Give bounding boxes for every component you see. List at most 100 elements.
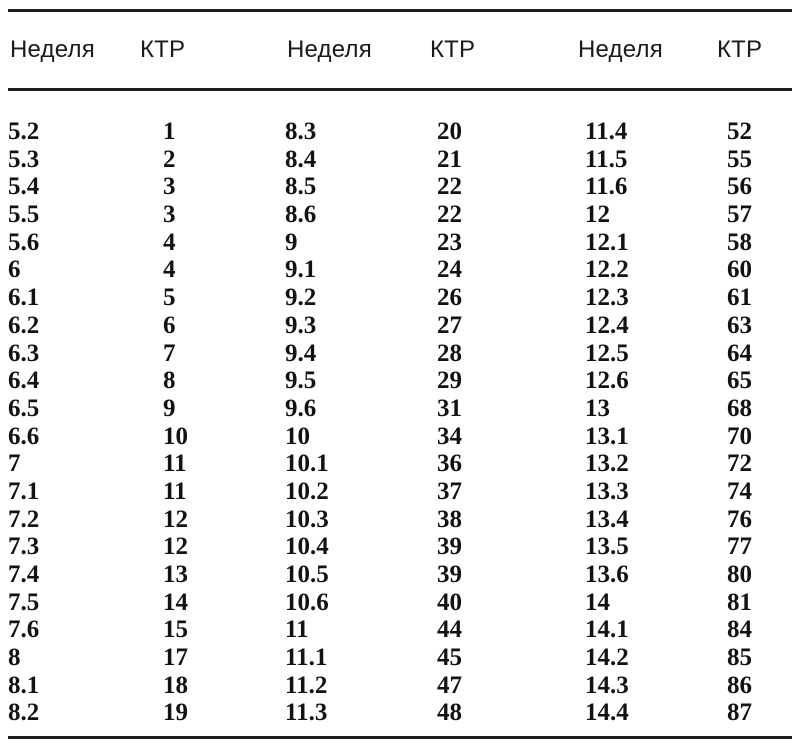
week-cell: 7.2: [8, 505, 40, 533]
ktr-cell: 70: [727, 422, 752, 450]
table-row: 6.2 6 9.3 27 12.4 63: [0, 312, 800, 340]
week-cell: 8.5: [285, 173, 317, 201]
header-rule: [8, 88, 792, 91]
ktr-cell: 26: [437, 284, 462, 312]
ktr-cell: 39: [437, 561, 462, 588]
ktr-cell: 18: [163, 671, 188, 699]
ktr-cell: 38: [437, 505, 462, 533]
ktr-cell: 63: [727, 311, 752, 339]
ktr-cell: 61: [727, 284, 752, 312]
ktr-cell: 22: [437, 201, 462, 229]
week-cell: 9.2: [285, 284, 317, 312]
header-week-3: Неделя: [578, 36, 663, 63]
ktr-cell: 1: [163, 118, 176, 145]
table-row: 7.4 13 10.5 39 13.6 80: [0, 561, 800, 589]
week-cell: 8: [8, 644, 21, 672]
week-cell: 8.2: [8, 699, 40, 727]
ktr-cell: 15: [163, 616, 188, 644]
ktr-cell: 9: [163, 394, 176, 422]
ktr-cell: 64: [727, 339, 752, 367]
ktr-cell: 11: [163, 477, 187, 505]
week-cell: 6.2: [8, 311, 40, 339]
week-cell: 5.3: [8, 145, 40, 173]
week-cell: 13: [585, 394, 610, 422]
ktr-cell: 22: [437, 173, 462, 201]
week-cell: 10.6: [285, 588, 329, 616]
table-row: 7.3 12 10.4 39 13.5 77: [0, 533, 800, 561]
week-cell: 14.4: [585, 699, 629, 727]
week-cell: 12.2: [585, 256, 629, 284]
table-row: 7.2 12 10.3 38 13.4 76: [0, 506, 800, 534]
week-cell: 5.4: [8, 173, 40, 201]
week-cell: 12.6: [585, 367, 629, 395]
week-cell: 10.5: [285, 561, 329, 588]
ktr-cell: 13: [163, 561, 188, 588]
week-cell: 11.6: [585, 173, 628, 201]
ktr-cell: 31: [437, 394, 462, 422]
week-cell: 12.4: [585, 311, 629, 339]
ktr-cell: 3: [163, 201, 176, 229]
table-row: 5.3 2 8.4 21 11.5 55: [0, 146, 800, 174]
table-row: 5.4 3 8.5 22 11.6 56: [0, 173, 800, 201]
table-row: 6.6 10 10 34 13.1 70: [0, 423, 800, 451]
ktr-cell: 72: [727, 450, 752, 478]
header-week-1: Неделя: [10, 36, 95, 63]
ktr-cell: 48: [437, 699, 462, 727]
ktr-cell: 57: [727, 201, 752, 229]
ktr-cell: 74: [727, 477, 752, 505]
week-cell: 14.2: [585, 644, 629, 672]
table-row: 6 4 9.1 24 12.2 60: [0, 256, 800, 284]
ktr-cell: 39: [437, 533, 462, 561]
week-cell: 12.1: [585, 228, 629, 256]
ktr-cell: 77: [727, 533, 752, 561]
week-cell: 6.4: [8, 367, 40, 395]
week-cell: 12.5: [585, 339, 629, 367]
ktr-cell: 5: [163, 284, 176, 312]
week-cell: 14.1: [585, 616, 629, 644]
week-cell: 8.6: [285, 201, 317, 229]
week-cell: 11.5: [585, 145, 628, 173]
week-cell: 7.1: [8, 477, 40, 505]
ktr-cell: 24: [437, 256, 462, 284]
week-cell: 9.3: [285, 311, 317, 339]
week-cell: 13.2: [585, 450, 629, 478]
top-rule: [8, 9, 792, 12]
ktr-cell: 19: [163, 699, 188, 727]
ktr-cell: 23: [437, 228, 462, 256]
week-cell: 6.1: [8, 284, 40, 312]
bottom-rule: [8, 736, 792, 740]
week-cell: 7.6: [8, 616, 40, 644]
ktr-cell: 65: [727, 367, 752, 395]
week-cell: 14: [585, 588, 610, 616]
table-row: 6.5 9 9.6 31 13 68: [0, 395, 800, 423]
week-cell: 8.4: [285, 145, 317, 173]
week-cell: 13.3: [585, 477, 629, 505]
ktr-cell: 36: [437, 450, 462, 478]
ktr-cell: 6: [163, 311, 176, 339]
week-cell: 5.6: [8, 228, 40, 256]
week-cell: 11: [285, 616, 309, 644]
week-cell: 12: [585, 201, 610, 229]
week-cell: 7.4: [8, 561, 40, 588]
ktr-cell: 86: [727, 671, 752, 699]
week-cell: 7.3: [8, 533, 40, 561]
week-cell: 11.2: [285, 671, 328, 699]
ktr-cell: 20: [437, 118, 462, 145]
week-cell: 14.3: [585, 671, 629, 699]
ktr-cell: 21: [437, 145, 462, 173]
ktr-cell: 14: [163, 588, 188, 616]
ktr-cell: 17: [163, 644, 188, 672]
header-week-2: Неделя: [287, 36, 372, 63]
week-cell: 9.1: [285, 256, 317, 284]
week-cell: 11.4: [585, 118, 628, 145]
table-row: 6.3 7 9.4 28 12.5 64: [0, 340, 800, 368]
ktr-cell: 68: [727, 394, 752, 422]
week-cell: 7.5: [8, 588, 40, 616]
table-header: Неделя КТР Неделя КТР Неделя КТР: [0, 12, 800, 88]
table-row: 7 11 10.1 36 13.2 72: [0, 450, 800, 478]
ktr-cell: 52: [727, 118, 752, 145]
ktr-cell: 27: [437, 311, 462, 339]
week-cell: 10.4: [285, 533, 329, 561]
crl-by-week-table-page: Неделя КТР Неделя КТР Неделя КТР 5.2 1 8.3…: [0, 9, 800, 754]
ktr-cell: 11: [163, 450, 187, 478]
